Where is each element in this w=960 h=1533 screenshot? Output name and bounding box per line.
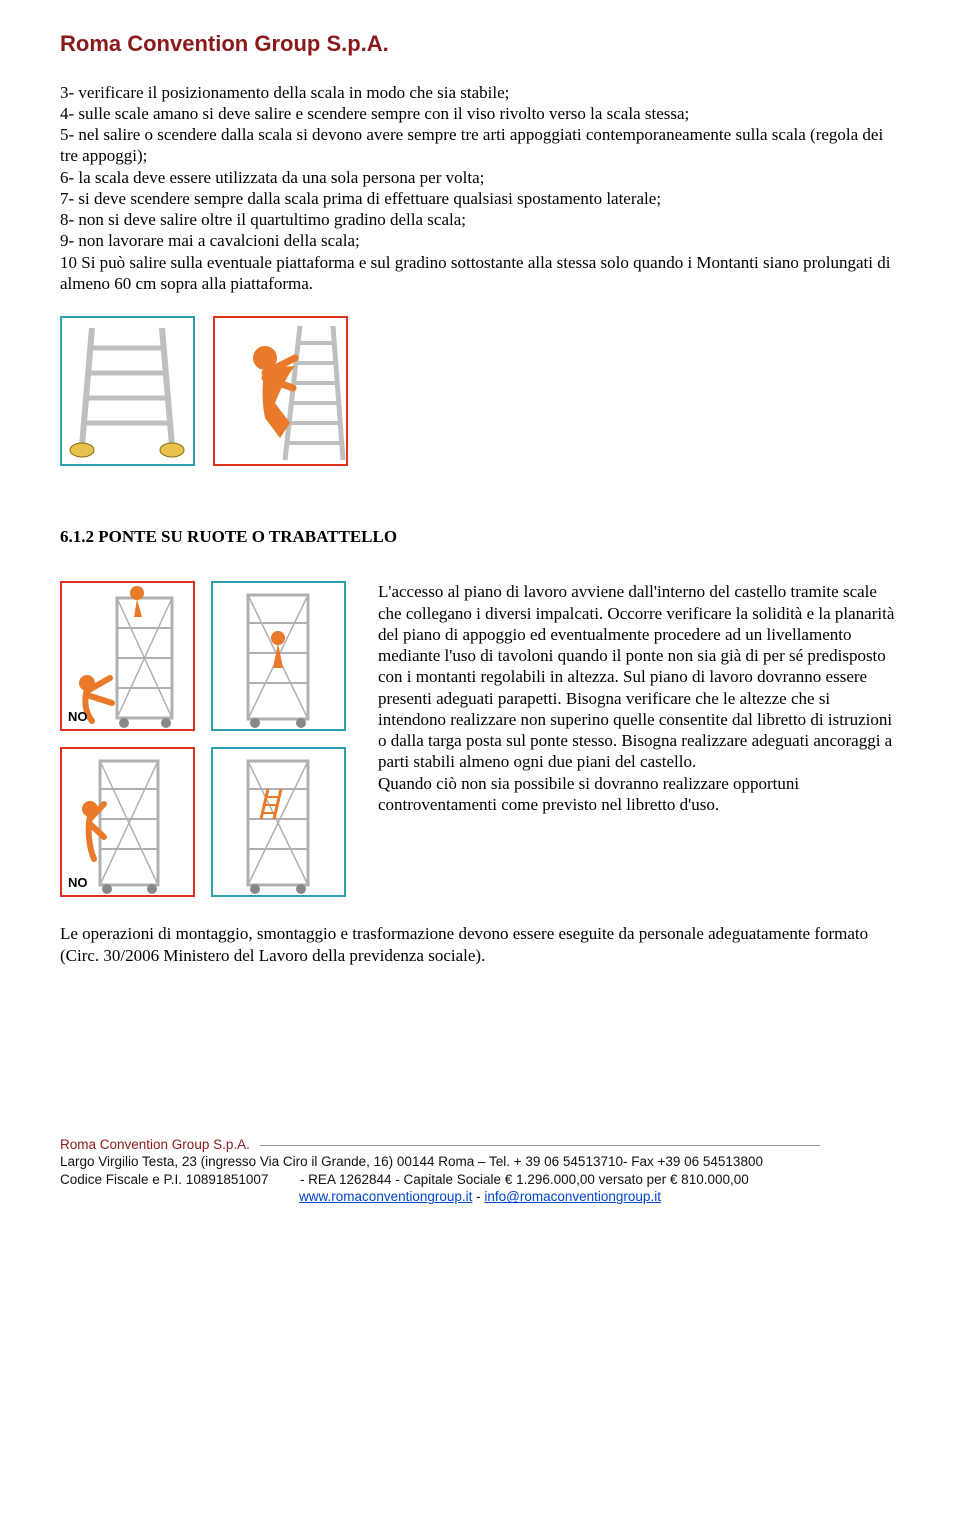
page-footer: Roma Convention Group S.p.A. Largo Virgi… [60, 1136, 900, 1206]
footer-website-link[interactable]: www.romaconventiongroup.it [299, 1189, 472, 1204]
footer-email-link[interactable]: info@romaconventiongroup.it [484, 1189, 661, 1204]
safety-rules-paragraph: 3- verificare il posizionamento della sc… [60, 82, 900, 295]
illustration-ladder-feet [60, 316, 195, 466]
illustration-scaffold-wrong-1: NO [60, 581, 195, 731]
page-header-title: Roma Convention Group S.p.A. [60, 30, 900, 58]
no-label-1: NO [68, 709, 88, 725]
illustration-worker-climbing [213, 316, 348, 466]
footer-sep: - [472, 1189, 484, 1204]
footer-fiscal: Codice Fiscale e P.I. 10891851007 - REA … [60, 1171, 900, 1189]
section-title-trabattello: 6.1.2 PONTE SU RUOTE O TRABATTELLO [60, 526, 900, 547]
illustration-scaffold-wrong-2: NO [60, 747, 195, 897]
illustration-row-ladder [60, 316, 900, 466]
footer-fiscal-b: - REA 1262844 - Capitale Sociale € 1.296… [300, 1172, 749, 1187]
footer-address: Largo Virgilio Testa, 23 (ingresso Via C… [60, 1153, 900, 1171]
footer-company: Roma Convention Group S.p.A. [60, 1137, 250, 1152]
trabattello-text: L'accesso al piano di lavoro avviene dal… [378, 581, 900, 815]
footer-links: www.romaconventiongroup.it - info@romaco… [60, 1188, 900, 1206]
illustration-scaffold-correct-1 [211, 581, 346, 731]
footer-rule [260, 1145, 820, 1146]
no-label-2: NO [68, 875, 88, 891]
trabattello-illustrations: NO [60, 581, 346, 897]
scaffold-wrong-access-icon [62, 583, 193, 729]
worker-climbing-icon [215, 318, 346, 464]
scaffold-wrong-climb-icon [62, 749, 193, 895]
ladder-feet-icon [62, 318, 193, 464]
trabattello-section: NO [60, 581, 900, 897]
footer-fiscal-a: Codice Fiscale e P.I. 10891851007 [60, 1172, 268, 1187]
scaffold-internal-ladder-icon [213, 749, 344, 895]
scaffold-correct-access-icon [213, 583, 344, 729]
illustration-scaffold-correct-2 [211, 747, 346, 897]
trabattello-closing: Le operazioni di montaggio, smontaggio e… [60, 923, 900, 966]
